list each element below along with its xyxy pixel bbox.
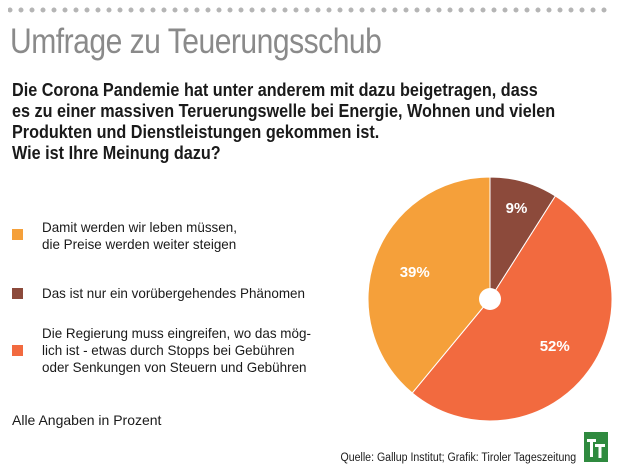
question-line: es zu einer massiven Teruerungswelle bei… [12, 101, 556, 121]
source-credit: Quelle: Gallup Institut; Grafik: Tiroler… [340, 452, 576, 464]
legend-label: die Preise werden weiter steigen [42, 236, 237, 252]
pie-chart: 9% 52% 39% [367, 176, 613, 422]
legend-swatch [12, 345, 23, 356]
question-line: Die Corona Pandemie hat unter anderem mi… [12, 80, 538, 100]
pie-slice [367, 176, 491, 394]
question-line: Wie ist Ihre Meinung dazu? [12, 143, 221, 163]
pie-slice [411, 195, 613, 422]
chart-title: Umfrage zu Teuerungsschub [10, 22, 382, 61]
legend-swatch [12, 288, 23, 299]
pie-slice-label: 52% [540, 338, 570, 355]
pie-center-hole [479, 288, 501, 310]
tt-logo-icon [584, 432, 608, 462]
dotted-divider [8, 7, 612, 13]
pie-slice-label: 39% [400, 264, 430, 281]
pie-slice-label: 9% [506, 200, 528, 217]
question-line: Produkten und Dienstleistungen gekommen … [12, 122, 380, 142]
legend-swatch [12, 229, 23, 240]
legend-label: oder Senkungen von Steuern und Gebühren [42, 359, 307, 375]
survey-question: Die Corona Pandemie hat unter anderem mi… [12, 80, 588, 164]
legend-label: Das ist nur ein vorübergehendes Phänomen [42, 285, 305, 301]
unit-note: Alle Angaben in Prozent [12, 412, 162, 428]
legend-label: Damit werden wir leben müssen, [42, 219, 237, 235]
legend-label: Die Regierung muss eingreifen, wo das mö… [42, 325, 311, 341]
legend-label: lich ist - etwas durch Stopps bei Gebühr… [42, 342, 295, 358]
